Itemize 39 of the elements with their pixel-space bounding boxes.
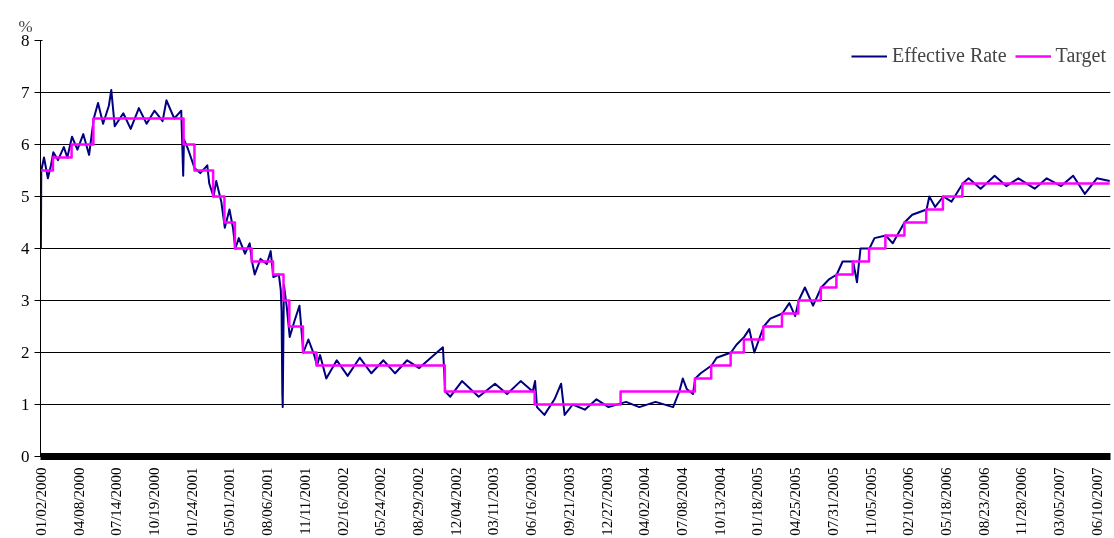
x-tick-label: 11/11/2001 <box>296 467 313 535</box>
y-tick-label: 5 <box>21 187 30 206</box>
x-tick-label: 08/06/2001 <box>259 467 276 536</box>
y-tick-label: 6 <box>21 135 30 154</box>
x-tick-label: 04/02/2004 <box>636 467 653 536</box>
x-tick-label: 07/14/2000 <box>108 467 125 536</box>
x-tick-label: 09/21/2003 <box>560 467 577 536</box>
x-tick-label: 06/10/2007 <box>1088 467 1105 536</box>
x-tick-label: 01/18/2005 <box>749 467 766 536</box>
y-tick-label: 3 <box>21 291 30 310</box>
y-tick-label: 7 <box>21 83 30 102</box>
x-tick-label: 04/25/2005 <box>787 467 804 536</box>
x-tick-label: 05/18/2006 <box>938 467 955 536</box>
y-tick-label: 1 <box>21 395 30 414</box>
x-tick-label: 05/01/2001 <box>221 467 238 536</box>
x-tick-label: 04/08/2000 <box>70 467 87 536</box>
x-tick-label: 03/11/2003 <box>485 467 502 536</box>
x-tick-label: 11/05/2005 <box>862 467 879 536</box>
x-tick-label: 01/24/2001 <box>183 467 200 536</box>
y-tick-label: 0 <box>21 447 30 466</box>
x-tick-label: 10/19/2000 <box>146 467 163 536</box>
x-tick-label: 08/23/2006 <box>975 467 992 536</box>
x-tick-label: 01/02/2000 <box>32 467 49 536</box>
legend-label: Effective Rate <box>891 44 1007 67</box>
x-tick-label: 12/04/2002 <box>447 467 464 536</box>
x-tick-label: 02/10/2006 <box>900 467 917 536</box>
x-tick-label: 05/24/2002 <box>372 467 389 536</box>
legend-label: Target <box>1055 44 1106 67</box>
x-tick-label: 02/16/2002 <box>334 467 351 536</box>
x-tick-label: 03/05/2007 <box>1051 467 1068 536</box>
y-tick-label: 2 <box>21 343 30 362</box>
x-tick-label: 10/13/2004 <box>711 467 728 536</box>
x-tick-label: 06/16/2003 <box>523 467 540 536</box>
x-tick-label: 08/29/2002 <box>410 467 427 536</box>
x-tick-label: 11/28/2006 <box>1013 467 1030 536</box>
x-tick-label: 12/27/2003 <box>598 467 615 536</box>
x-tick-label: 07/31/2005 <box>824 467 841 536</box>
x-tick-label: 07/08/2004 <box>674 467 691 536</box>
y-tick-label: 4 <box>21 239 30 258</box>
